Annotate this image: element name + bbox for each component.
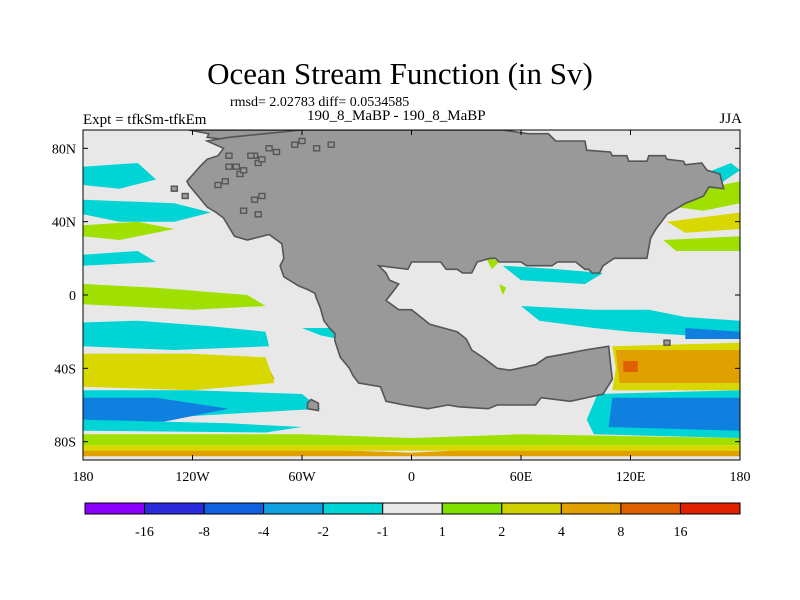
stream-function-contours xyxy=(83,163,740,457)
contour-band xyxy=(83,221,175,240)
island xyxy=(327,141,335,148)
colorbar-swatch xyxy=(382,502,443,515)
lon-tick-label: 180 xyxy=(730,470,751,485)
island xyxy=(298,137,306,145)
contour-band xyxy=(83,419,302,433)
island xyxy=(214,181,222,189)
colorbar-label: 16 xyxy=(674,525,688,540)
colorbar-swatch xyxy=(501,502,562,515)
island xyxy=(225,163,233,170)
contour-band xyxy=(502,265,604,284)
contour-band xyxy=(685,328,740,339)
contour-band xyxy=(608,397,740,431)
colorbar: -16 -8 -4 -2 -1 1 2 4 8 16 xyxy=(84,502,741,540)
island xyxy=(221,178,230,185)
colorbar-label: -4 xyxy=(258,525,270,540)
colorbar-swatch xyxy=(263,502,324,515)
lon-tick-label: 120E xyxy=(616,470,646,485)
season-label: JJA xyxy=(719,111,742,127)
land-polygon xyxy=(186,130,725,410)
lon-tick-label: 0 xyxy=(408,470,415,485)
colorbar-swatch xyxy=(560,502,622,515)
island xyxy=(312,145,321,152)
island xyxy=(258,192,266,200)
colorbar-label: 2 xyxy=(498,525,505,540)
stats-label: rmsd= 2.02783 diff= 0.0534585 xyxy=(230,95,410,110)
island xyxy=(232,163,241,170)
colorbar-swatch xyxy=(84,502,145,515)
land-mask xyxy=(170,130,725,412)
island xyxy=(170,185,179,192)
island xyxy=(258,156,266,163)
contour-band xyxy=(623,361,638,372)
island xyxy=(265,145,273,152)
contour-band xyxy=(83,353,275,391)
island xyxy=(181,192,189,200)
colorbar-swatch xyxy=(322,502,384,515)
contour-band xyxy=(499,284,507,295)
island xyxy=(225,152,233,159)
island xyxy=(254,211,262,218)
island xyxy=(239,207,248,214)
contour-band xyxy=(663,236,740,251)
colorbar-swatch xyxy=(203,502,265,515)
lat-tick-label: 40S xyxy=(54,362,76,377)
contour-band xyxy=(521,306,740,336)
lon-tick-label: 180 xyxy=(73,470,94,485)
lat-tick-label: 0 xyxy=(69,289,76,304)
island xyxy=(250,196,259,203)
lat-tick-label: 80N xyxy=(52,142,76,157)
contour-band xyxy=(83,163,156,189)
island xyxy=(239,167,248,174)
contour-band xyxy=(83,434,740,446)
colorbar-swatch xyxy=(620,502,681,515)
island xyxy=(247,152,255,159)
experiment-label: Expt = tfkSm-tfkEm xyxy=(83,112,207,128)
colorbar-label: -2 xyxy=(317,525,329,540)
contour-band xyxy=(83,320,270,350)
lat-tick-label: 80S xyxy=(54,436,76,451)
colorbar-label: -1 xyxy=(377,525,389,540)
lon-tick-label: 60W xyxy=(288,470,316,485)
lon-tick-label: 60E xyxy=(510,470,533,485)
contour-band xyxy=(83,199,211,222)
contour-band xyxy=(667,212,740,233)
colorbar-label: 4 xyxy=(558,525,565,540)
lon-tick-label: 120W xyxy=(175,470,210,485)
colorbar-label: 1 xyxy=(439,525,446,540)
contour-band xyxy=(83,251,156,266)
island xyxy=(291,141,299,148)
plot-title: Ocean Stream Function (in Sv) xyxy=(207,56,593,91)
colorbar-label: -8 xyxy=(198,525,210,540)
contour-band xyxy=(83,284,266,310)
colorbar-swatch xyxy=(144,502,205,515)
colorbar-swatch xyxy=(680,502,741,515)
island xyxy=(272,148,281,156)
colorbar-swatch xyxy=(441,502,503,515)
colorbar-label: -16 xyxy=(135,525,154,540)
island xyxy=(663,339,671,346)
colorbar-label: 8 xyxy=(617,525,624,540)
case-label: 190_8_MaBP - 190_8_MaBP xyxy=(307,108,486,124)
axis-ticks: 180 120W 60W 0 60E 120E 180 80N 40N 0 40S 80S xyxy=(52,130,751,485)
lat-tick-label: 40N xyxy=(52,216,76,231)
contour-band xyxy=(83,445,740,451)
contour-band xyxy=(83,397,229,424)
contour-band xyxy=(615,350,740,383)
land-polygon xyxy=(306,398,320,412)
